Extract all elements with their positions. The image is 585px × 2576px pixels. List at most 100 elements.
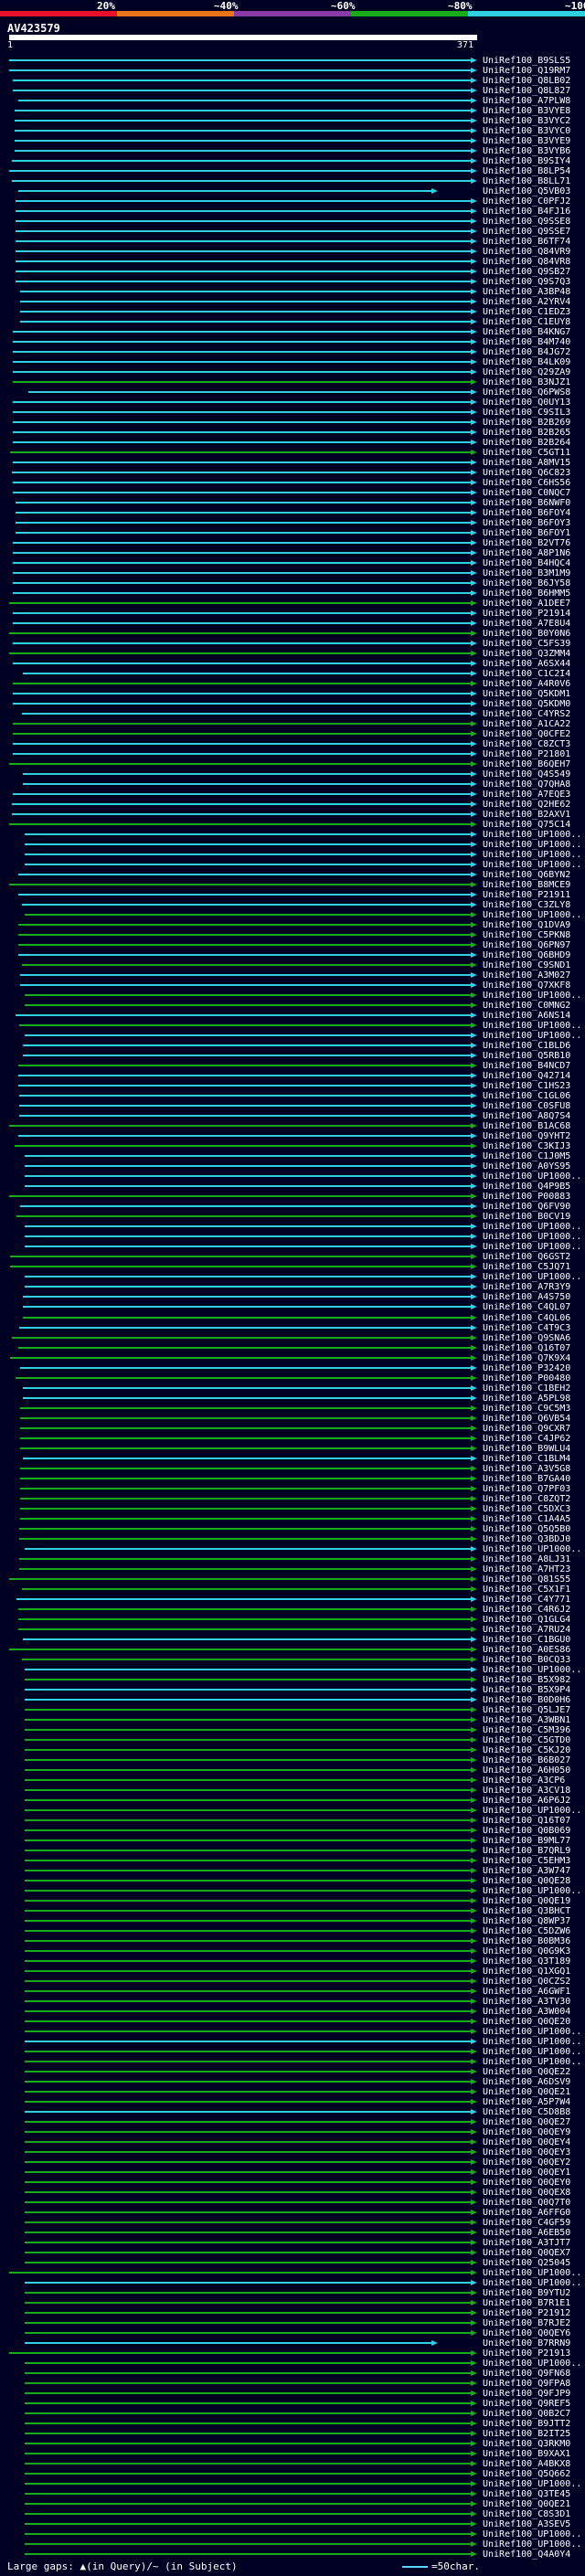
hit-link[interactable]: UniRef100_B9ML77: [483, 1835, 571, 1846]
hit-link[interactable]: UniRef100_B9SLS5: [483, 56, 571, 66]
hit-link[interactable]: UniRef100_C8ZQT2: [483, 1493, 571, 1504]
hit-link[interactable]: UniRef100_B3NJZ1: [483, 377, 571, 388]
hit-link[interactable]: UniRef100_Q5LJE7: [483, 1704, 571, 1715]
hit-link[interactable]: UniRef100_C4Y771: [483, 1594, 571, 1605]
hit-link[interactable]: UniRef100_C5DXC3: [483, 1503, 571, 1514]
hit-link[interactable]: UniRef100_A3CP6: [483, 1775, 566, 1786]
hit-link[interactable]: UniRef100_B0CQ33: [483, 1654, 571, 1665]
hit-link[interactable]: UniRef100_UP1000..: [483, 1885, 582, 1896]
hit-link[interactable]: UniRef100_Q0QEX8: [483, 2187, 571, 2198]
hit-link[interactable]: UniRef100_Q4S549: [483, 769, 571, 780]
hit-link[interactable]: UniRef100_A4R0V6: [483, 679, 571, 690]
hit-link[interactable]: UniRef100_A3V5G8: [483, 1463, 571, 1474]
hit-link[interactable]: UniRef100_B8MCE9: [483, 880, 571, 891]
hit-link[interactable]: UniRef100_Q0B2C7: [483, 2408, 571, 2419]
hit-link[interactable]: UniRef100_Q5Q662: [483, 2468, 571, 2479]
hit-link[interactable]: UniRef100_Q0QE19: [483, 1895, 571, 1906]
hit-link[interactable]: UniRef100_Q0QE20: [483, 2016, 571, 2027]
hit-link[interactable]: UniRef100_C5JQ71: [483, 1262, 571, 1273]
hit-link[interactable]: UniRef100_Q9SSE7: [483, 227, 571, 238]
hit-link[interactable]: UniRef100_Q9SNA6: [483, 1332, 571, 1343]
hit-link[interactable]: UniRef100_Q9FPA8: [483, 2378, 571, 2389]
hit-link[interactable]: UniRef100_C5GTD0: [483, 1734, 571, 1745]
hit-link[interactable]: UniRef100_Q0QEY9: [483, 2126, 571, 2137]
hit-link[interactable]: UniRef100_P21912: [483, 2307, 571, 2318]
hit-link[interactable]: UniRef100_UP1000..: [483, 2267, 582, 2278]
hit-link[interactable]: UniRef100_B9YTU2: [483, 2287, 571, 2298]
hit-link[interactable]: UniRef100_A7E8U4: [483, 619, 571, 630]
hit-link[interactable]: UniRef100_Q8LB02: [483, 76, 571, 86]
hit-link[interactable]: UniRef100_UP1000..: [483, 2539, 582, 2549]
hit-link[interactable]: UniRef100_Q0QEY6: [483, 2327, 571, 2338]
hit-link[interactable]: UniRef100_C5FS39: [483, 639, 571, 650]
hit-link[interactable]: UniRef100_Q9CXR7: [483, 1423, 571, 1434]
hit-link[interactable]: UniRef100_Q2HE62: [483, 800, 571, 811]
hit-link[interactable]: UniRef100_A7EQE3: [483, 790, 571, 800]
hit-link[interactable]: UniRef100_C4JP62: [483, 1433, 571, 1444]
hit-link[interactable]: UniRef100_B3VYC0: [483, 126, 571, 137]
hit-link[interactable]: UniRef100_Q6VB54: [483, 1413, 571, 1424]
hit-link[interactable]: UniRef100_Q81S55: [483, 1574, 571, 1585]
hit-link[interactable]: UniRef100_C1GL06: [483, 1091, 571, 1102]
hit-link[interactable]: UniRef100_B4M740: [483, 337, 571, 348]
hit-link[interactable]: UniRef100_A6P6J2: [483, 1795, 571, 1806]
hit-link[interactable]: UniRef100_Q9FN68: [483, 2368, 571, 2379]
hit-link[interactable]: UniRef100_A7HT23: [483, 1564, 571, 1574]
hit-link[interactable]: UniRef100_C4QL06: [483, 1312, 571, 1323]
hit-link[interactable]: UniRef100_B4KNG7: [483, 327, 571, 338]
hit-link[interactable]: UniRef100_B3VYB6: [483, 146, 571, 157]
hit-link[interactable]: UniRef100_UP1000..: [483, 1222, 582, 1233]
hit-link[interactable]: UniRef100_Q9REF5: [483, 2398, 571, 2409]
hit-link[interactable]: UniRef100_B0Y0N6: [483, 629, 571, 640]
hit-link[interactable]: UniRef100_B9JTT2: [483, 2418, 571, 2429]
hit-link[interactable]: UniRef100_B2VT76: [483, 538, 571, 549]
hit-link[interactable]: UniRef100_B9WLU4: [483, 1443, 571, 1454]
hit-link[interactable]: UniRef100_Q9SSE8: [483, 217, 571, 228]
hit-link[interactable]: UniRef100_B7GA40: [483, 1473, 571, 1484]
hit-link[interactable]: UniRef100_UP1000..: [483, 1031, 582, 1042]
hit-link[interactable]: UniRef100_Q5RB10: [483, 1051, 571, 1062]
hit-link[interactable]: UniRef100_B9SIY4: [483, 156, 571, 167]
hit-link[interactable]: UniRef100_UP1000..: [483, 2478, 582, 2489]
hit-link[interactable]: UniRef100_Q5Q5B0: [483, 1523, 571, 1534]
hit-link[interactable]: UniRef100_Q9FJP9: [483, 2388, 571, 2399]
hit-link[interactable]: UniRef100_B0BM36: [483, 1935, 571, 1946]
hit-link[interactable]: UniRef100_Q7QHA8: [483, 779, 571, 790]
hit-link[interactable]: UniRef100_C9C5M3: [483, 1403, 571, 1414]
hit-link[interactable]: UniRef100_C1BGU0: [483, 1634, 571, 1645]
hit-link[interactable]: UniRef100_Q19RM7: [483, 66, 571, 76]
hit-link[interactable]: UniRef100_Q8L827: [483, 86, 571, 96]
hit-link[interactable]: UniRef100_A3W747: [483, 1865, 571, 1876]
hit-link[interactable]: UniRef100_Q0QEY4: [483, 2136, 571, 2147]
hit-link[interactable]: UniRef100_Q7PF03: [483, 1483, 571, 1494]
hit-link[interactable]: UniRef100_C0MNG2: [483, 1001, 571, 1012]
hit-link[interactable]: UniRef100_A4BKX8: [483, 2458, 571, 2469]
hit-link[interactable]: UniRef100_UP1000..: [483, 1171, 582, 1182]
hit-link[interactable]: UniRef100_B2IT25: [483, 2428, 571, 2439]
hit-link[interactable]: UniRef100_Q3ZMM4: [483, 649, 571, 660]
hit-link[interactable]: UniRef100_A3TV30: [483, 1996, 571, 2007]
hit-link[interactable]: UniRef100_P21913: [483, 2348, 571, 2359]
hit-link[interactable]: UniRef100_C1C2I4: [483, 669, 571, 680]
hit-link[interactable]: UniRef100_C8ZCT3: [483, 739, 571, 750]
hit-link[interactable]: UniRef100_B6FOY1: [483, 528, 571, 539]
hit-link[interactable]: UniRef100_B7RJE2: [483, 2317, 571, 2328]
hit-link[interactable]: UniRef100_Q3BHCT: [483, 1905, 571, 1916]
hit-link[interactable]: UniRef100_Q84VR9: [483, 247, 571, 258]
hit-link[interactable]: UniRef100_C3ZLY8: [483, 900, 571, 911]
hit-link[interactable]: UniRef100_Q0QEX7: [483, 2247, 571, 2258]
hit-link[interactable]: UniRef100_B0CV19: [483, 1212, 571, 1223]
hit-link[interactable]: UniRef100_B3VYC2: [483, 116, 571, 127]
hit-link[interactable]: UniRef100_Q6PWS8: [483, 387, 571, 398]
hit-link[interactable]: UniRef100_C1A4A5: [483, 1513, 571, 1524]
hit-link[interactable]: UniRef100_C1EUY8: [483, 317, 571, 328]
hit-link[interactable]: UniRef100_Q3RKM0: [483, 2438, 571, 2449]
hit-link[interactable]: UniRef100_A8MV15: [483, 458, 571, 469]
hit-link[interactable]: UniRef100_Q84VR8: [483, 257, 571, 268]
hit-link[interactable]: UniRef100_B2AXV1: [483, 810, 571, 821]
hit-link[interactable]: UniRef100_C9SIL3: [483, 408, 571, 419]
hit-link[interactable]: UniRef100_B6FOY4: [483, 508, 571, 519]
hit-link[interactable]: UniRef100_B6FOY3: [483, 518, 571, 529]
hit-link[interactable]: UniRef100_A6SX44: [483, 659, 571, 670]
hit-link[interactable]: UniRef100_C8S3D1: [483, 2508, 571, 2519]
